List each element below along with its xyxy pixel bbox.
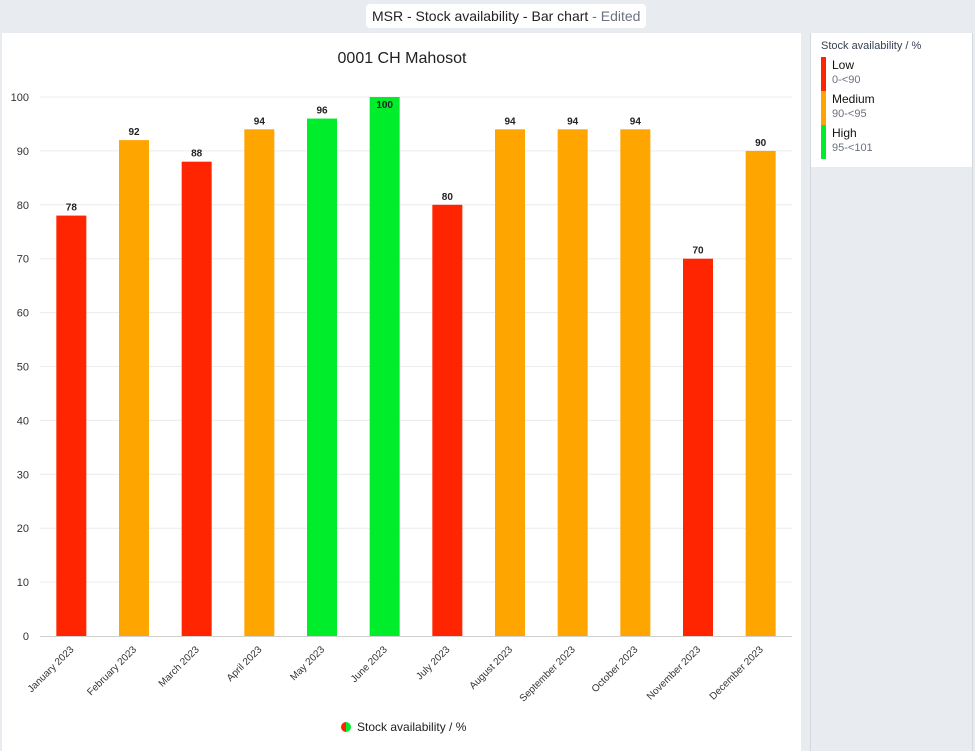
x-tick-label: July 2023 <box>414 644 452 682</box>
y-tick-label: 40 <box>17 415 29 427</box>
legend-label: High <box>832 126 857 140</box>
series-legend: Stock availability / % <box>341 720 467 734</box>
bar <box>495 129 525 636</box>
value-label: 92 <box>128 127 140 138</box>
legend-range: 90-<95 <box>832 108 867 120</box>
y-tick-label: 50 <box>17 362 29 374</box>
bar <box>119 140 149 636</box>
value-label: 78 <box>66 203 78 214</box>
series-legend-label: Stock availability / % <box>357 720 467 734</box>
y-tick-label: 90 <box>17 146 29 158</box>
bar <box>369 97 400 636</box>
legend-icon-half <box>341 722 346 732</box>
value-label: 88 <box>191 149 203 160</box>
legend-box: Stock availability / % Low 0-<90 Medium … <box>811 33 972 167</box>
x-tick-label: December 2023 <box>708 644 766 702</box>
visualization-title: MSR - Stock availability - Bar chart - E… <box>366 4 647 28</box>
y-tick-label: 0 <box>23 631 29 643</box>
chart-panel: 0001 CH Mahosot 0 10 20 30 40 50 60 70 80 90 100 7… <box>2 33 801 751</box>
legend-swatch-high <box>821 125 826 159</box>
y-tick-label: 80 <box>17 200 29 212</box>
x-tick-label: May 2023 <box>288 644 327 683</box>
x-axis: January 2023 February 2023 March 2023 April… <box>26 644 766 704</box>
bars <box>56 97 776 637</box>
y-axis: 0 10 20 30 40 50 60 70 80 90 100 <box>11 92 792 643</box>
bar <box>244 129 275 636</box>
x-tick-label: October 2023 <box>590 644 641 695</box>
legend-label: Low <box>832 58 855 72</box>
bar <box>745 150 776 636</box>
bar <box>181 161 212 636</box>
legend-range: 95-<101 <box>832 142 873 154</box>
legend-icon-half <box>346 722 351 732</box>
x-tick-label: April 2023 <box>225 644 265 684</box>
x-tick-label: February 2023 <box>85 644 139 698</box>
bar <box>557 129 588 636</box>
x-tick-label: June 2023 <box>349 644 390 685</box>
x-tick-label: November 2023 <box>645 644 703 702</box>
legend-swatch-medium <box>821 91 826 125</box>
y-tick-label: 20 <box>17 523 29 535</box>
bar <box>683 258 713 636</box>
value-label: 80 <box>442 192 454 203</box>
value-label: 100 <box>376 100 393 111</box>
value-label: 94 <box>254 116 266 127</box>
legend-panel: Stock availability / % Low 0-<90 Medium … <box>810 33 973 751</box>
x-tick-label: August 2023 <box>468 644 516 692</box>
bar <box>56 215 87 636</box>
chart-title: 0001 CH Mahosot <box>338 50 468 67</box>
bar-chart: 0001 CH Mahosot 0 10 20 30 40 50 60 70 80 90 100 7… <box>11 50 792 734</box>
x-tick-label: March 2023 <box>157 644 202 689</box>
legend-swatch-low <box>821 57 826 91</box>
y-tick-label: 70 <box>17 254 29 266</box>
legend-range: 0-<90 <box>832 74 861 86</box>
legend-title: Stock availability / % <box>821 40 922 52</box>
visualization-title-text: MSR - Stock availability - Bar chart <box>372 8 589 24</box>
legend-item-medium: Medium 90-<95 <box>821 91 962 125</box>
x-tick-label: September 2023 <box>518 644 578 704</box>
y-tick-label: 10 <box>17 577 29 589</box>
y-tick-label: 60 <box>17 308 29 320</box>
value-label: 94 <box>504 116 516 127</box>
bar <box>307 118 337 636</box>
value-label: 96 <box>316 106 328 117</box>
value-labels: 78 92 88 94 96 100 80 94 94 94 70 90 <box>66 100 767 257</box>
x-tick-label: January 2023 <box>26 644 77 695</box>
y-tick-label: 100 <box>11 92 29 104</box>
bar <box>432 204 463 637</box>
value-label: 70 <box>692 246 704 257</box>
value-label: 90 <box>755 138 767 149</box>
y-tick-label: 30 <box>17 469 29 481</box>
legend-item-low: Low 0-<90 <box>821 57 962 91</box>
legend-item-high: High 95-<101 <box>821 125 962 159</box>
gridlines <box>40 96 792 583</box>
value-label: 94 <box>630 116 642 127</box>
bar <box>620 129 651 636</box>
value-label: 94 <box>567 116 579 127</box>
legend-label: Medium <box>832 92 875 106</box>
edited-indicator: - Edited <box>588 8 641 24</box>
